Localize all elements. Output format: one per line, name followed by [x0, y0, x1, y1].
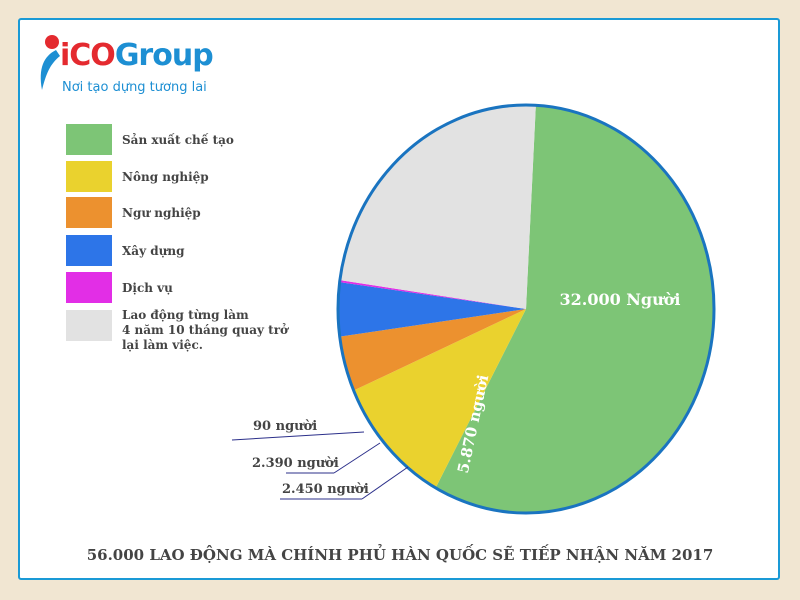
- leader-line: [361, 466, 409, 500]
- pie-slice: [339, 105, 536, 310]
- legend-label-line: Nông nghiệp: [122, 170, 209, 184]
- legend-label-line: lại làm việc.: [122, 338, 203, 352]
- legend-label-line: Ngư nghiệp: [122, 206, 201, 220]
- legend-label: Lao động từng làm 4 năm 10 tháng quay trở…: [122, 308, 292, 353]
- legend-label-line: Sản xuất chế tạo: [122, 133, 234, 147]
- pie-slice: [339, 309, 526, 391]
- data-label: 2.390 người: [252, 456, 339, 471]
- legend-label: Ngư nghiệp: [122, 206, 292, 221]
- chart-title: 56.000 LAO ĐỘNG MÀ CHÍNH PHỦ HÀN QUỐC SẼ…: [86, 546, 714, 564]
- leader-line: [231, 431, 365, 441]
- legend-label-line: Dịch vụ: [122, 281, 173, 295]
- pie-outline: [336, 103, 716, 515]
- legend-swatch: [66, 310, 112, 341]
- legend-label-line: Lao động từng làm: [122, 308, 249, 322]
- logo-figure-icon: [40, 35, 60, 90]
- logo-brand: iCOGroup: [60, 38, 214, 73]
- pie-slice: [353, 309, 526, 488]
- leader-line: [333, 442, 381, 474]
- pie-slice: [435, 105, 714, 513]
- legend-label-line: Xây dựng: [122, 244, 185, 258]
- pie-slice: [338, 282, 526, 337]
- legend-label: Sản xuất chế tạo: [122, 133, 292, 148]
- data-label: 2.450 người: [282, 482, 369, 497]
- legend-swatch: [66, 161, 112, 192]
- pie-slice: [339, 280, 526, 309]
- legend-label-line: 4 năm 10 tháng quay trở: [122, 323, 289, 337]
- legend-label: Nông nghiệp: [122, 170, 292, 185]
- data-label: 32.000 Người: [560, 290, 681, 309]
- data-label: 90 người: [253, 419, 317, 434]
- legend-swatch: [66, 272, 112, 303]
- legend-label: Xây dựng: [122, 244, 292, 259]
- legend-swatch: [66, 197, 112, 228]
- legend-swatch: [66, 124, 112, 155]
- legend-label: Dịch vụ: [122, 281, 292, 296]
- legend-swatch: [66, 235, 112, 266]
- logo-tagline: Nơi tạo dựng tương lai: [62, 80, 207, 95]
